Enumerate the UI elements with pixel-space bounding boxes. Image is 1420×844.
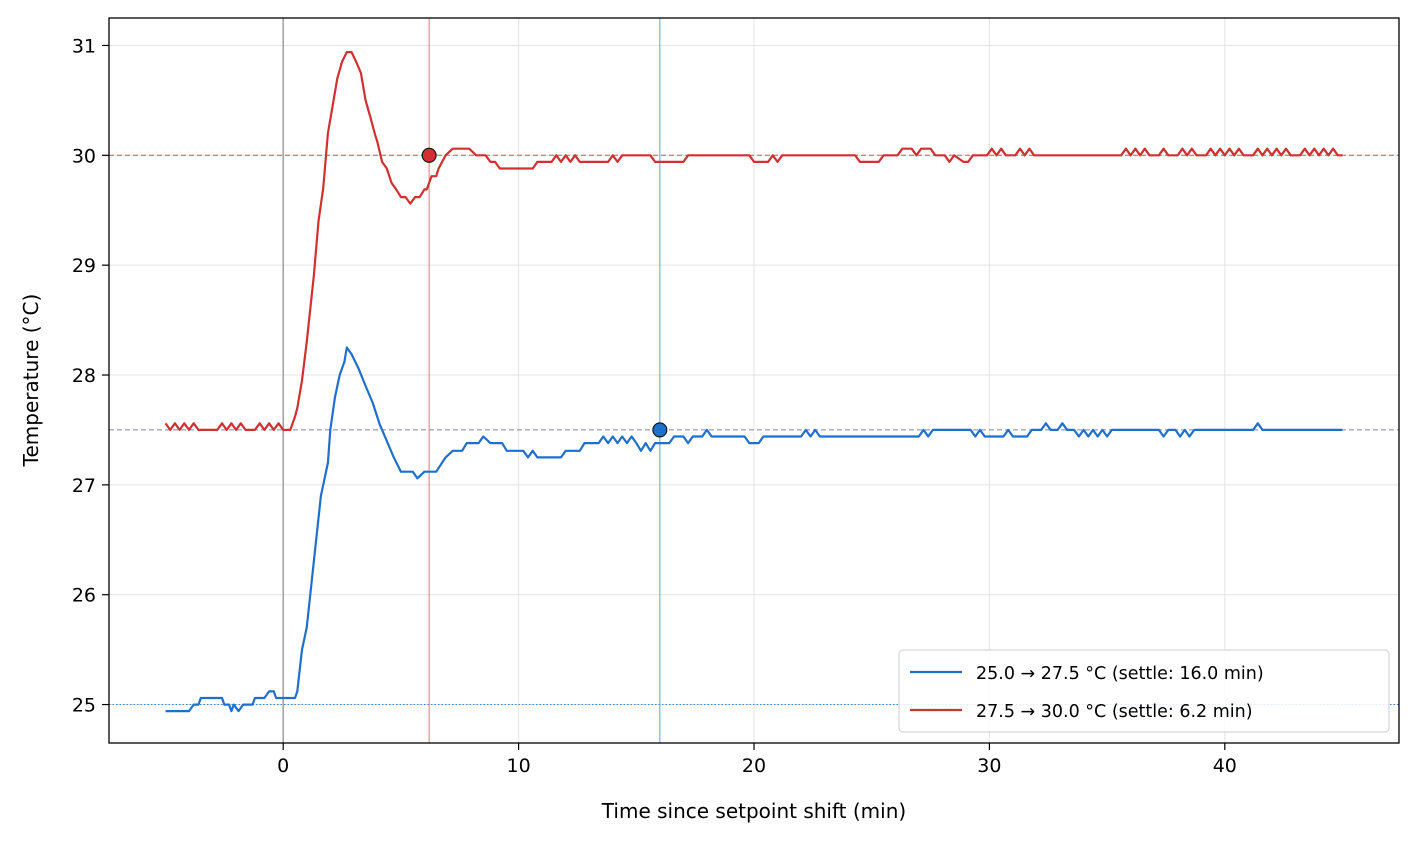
y-tick-label-0: 25 [72,695,96,717]
settle-marker-red [421,147,437,163]
x-tick-label-3: 30 [977,755,1001,777]
legend: 25.0 → 27.5 °C (settle: 16.0 min) 27.5 →… [898,649,1390,733]
y-tick-label-4: 29 [72,255,96,277]
settle-marker-blue [652,422,668,438]
x-tick-label-4: 40 [1213,755,1237,777]
x-tick-label-0: 0 [277,755,289,777]
settle-markers [421,147,668,438]
series-group [164,51,1343,713]
x-tick-label-1: 10 [507,755,531,777]
y-axis-label: Temperature (°C) [19,294,43,468]
series-line-blue [165,346,1343,713]
x-tick-label-2: 20 [742,755,766,777]
y-tick-label-1: 26 [72,585,96,607]
legend-entry-red: 27.5 → 30.0 °C (settle: 6.2 min) [976,702,1253,722]
y-tick-label-6: 31 [72,35,96,57]
legend-entry-blue: 25.0 → 27.5 °C (settle: 16.0 min) [976,664,1264,684]
legend-box [898,649,1390,733]
y-axis-ticks: 25 26 27 28 29 30 31 [72,35,109,717]
y-tick-label-2: 27 [72,475,96,497]
x-axis-label: Time since setpoint shift (min) [601,799,906,823]
x-axis-ticks: 0 10 20 30 40 [277,743,1237,777]
y-tick-label-3: 28 [72,365,96,387]
y-tick-label-5: 30 [72,145,96,167]
series-line-red [164,51,1343,431]
